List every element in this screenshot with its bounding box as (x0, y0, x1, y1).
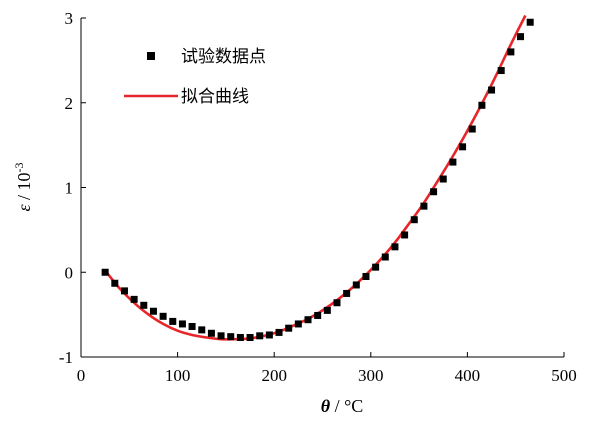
data-point (507, 48, 515, 56)
data-point (439, 175, 447, 183)
data-point (362, 272, 370, 280)
data-point (227, 333, 235, 341)
x-tick-label: 100 (165, 366, 191, 385)
data-point (517, 33, 525, 41)
data-point (401, 231, 409, 239)
data-point (468, 125, 476, 133)
data-point (449, 158, 457, 166)
data-point (323, 306, 331, 314)
data-point (420, 202, 428, 210)
x-tick-label: 0 (77, 366, 86, 385)
data-point (391, 243, 399, 251)
legend-marker-swatch (147, 52, 155, 60)
plot-frame (80, 18, 564, 358)
data-point (372, 263, 380, 271)
data-point (111, 279, 119, 287)
data-point (217, 332, 225, 340)
data-point (140, 301, 148, 309)
y-tick-label: 0 (65, 263, 74, 282)
x-axis-symbol: θ (321, 396, 331, 416)
x-tick-label: 500 (551, 366, 577, 385)
data-point (178, 320, 186, 328)
data-point (169, 317, 177, 325)
y-axis-unit: / 10 (14, 172, 34, 204)
data-point (275, 328, 283, 336)
data-point (304, 316, 312, 324)
data-point (488, 86, 496, 94)
fit-curve-layer (104, 14, 527, 341)
y-tick-label: -1 (59, 348, 73, 367)
data-points-layer (101, 18, 534, 342)
data-point (410, 216, 418, 224)
data-point (352, 281, 360, 289)
x-axis-label: θ / °C (321, 396, 364, 416)
data-point (188, 322, 196, 330)
data-point (526, 18, 534, 26)
data-point (101, 268, 109, 276)
data-point (159, 312, 167, 320)
data-point (459, 143, 467, 151)
data-point (294, 320, 302, 328)
data-point (256, 332, 264, 340)
data-point (497, 67, 505, 75)
data-point (314, 311, 322, 319)
data-point (236, 334, 244, 342)
data-point (207, 329, 215, 337)
y-tick-label: 1 (65, 179, 74, 198)
x-tick-label: 400 (455, 366, 481, 385)
data-point (246, 334, 254, 342)
data-point (430, 188, 438, 196)
fit-curve-line (104, 14, 527, 341)
data-point (265, 331, 273, 339)
y-axis-exponent: -3 (12, 162, 26, 172)
y-tick-label: 3 (65, 9, 74, 28)
data-point (478, 101, 486, 109)
data-point (333, 299, 341, 307)
data-point (285, 324, 293, 332)
legend-label-data: 试验数据点 (181, 47, 266, 67)
data-point (198, 326, 206, 334)
data-point (343, 289, 351, 297)
data-point (130, 295, 138, 303)
y-tick-label: 2 (65, 94, 74, 113)
y-axis-symbol: ε (14, 204, 34, 212)
legend-label-fit: 拟合曲线 (181, 87, 249, 107)
data-point (381, 253, 389, 261)
x-axis-unit: / °C (330, 396, 363, 416)
y-axis-label: ε / 10-3 (12, 162, 34, 211)
x-tick-label: 200 (261, 366, 287, 385)
data-point (149, 307, 157, 315)
data-point (120, 287, 128, 295)
x-tick-label: 300 (358, 366, 384, 385)
